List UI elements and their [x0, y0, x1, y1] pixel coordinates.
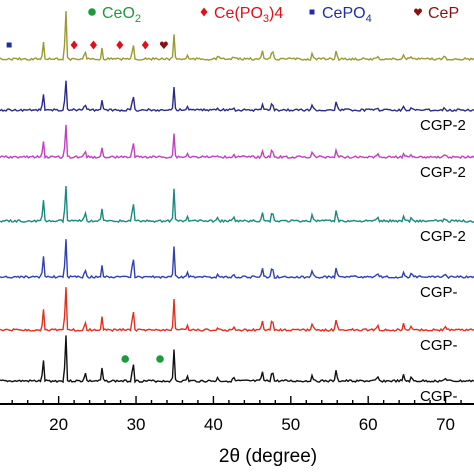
- series-line-3: [0, 185, 474, 224]
- series-label-bg-1: [418, 114, 474, 134]
- series-line-1: [0, 80, 474, 113]
- peak-marker-square-1: [6, 42, 12, 48]
- series-line-4: [0, 239, 474, 280]
- legend-marker-diamond: [200, 7, 208, 17]
- peak-marker-circle-7: [121, 355, 129, 363]
- peak-marker-diamond-4: [116, 40, 124, 50]
- series-label-bg-4: [418, 281, 474, 301]
- series-label-6: CGP-: [420, 388, 458, 405]
- legend-label-2: CePO4: [322, 5, 372, 25]
- label-layer: CGP-2 CGP-2 CGP-2 CGP- CGP- CGP-: [418, 114, 474, 405]
- series-line-0: [0, 11, 474, 62]
- series-label-1: CGP-2: [420, 117, 466, 134]
- peak-marker-diamond-2: [70, 40, 78, 50]
- x-tick-label: 40: [204, 415, 223, 434]
- series-line-2: [0, 124, 474, 160]
- annotation-layer: [6, 40, 168, 363]
- series-layer: [0, 11, 474, 384]
- x-tick-label: 60: [359, 415, 378, 434]
- series-line-6: [0, 335, 474, 384]
- legend-label-1: Ce(PO3)4: [214, 5, 283, 25]
- series-line-5: [0, 287, 474, 333]
- x-axis-label: 2θ (degree): [219, 446, 317, 467]
- legend-layer: CeO2 Ce(PO3)4 CePO4 CeP: [88, 5, 459, 25]
- series-label-bg-6: [418, 385, 474, 405]
- legend-marker-heart: [414, 8, 422, 16]
- legend-label-3: CeP: [428, 5, 459, 22]
- peak-marker-diamond-3: [89, 40, 97, 50]
- peak-marker-diamond-5: [141, 40, 149, 50]
- x-tick-label: 70: [436, 415, 455, 434]
- peak-marker-circle-8: [156, 355, 164, 363]
- legend-marker-square: [309, 9, 315, 15]
- series-label-5: CGP-: [420, 337, 458, 354]
- series-label-4: CGP-: [420, 284, 458, 301]
- peak-marker-heart-6: [159, 41, 168, 49]
- legend-marker-circle: [88, 8, 96, 16]
- tick-layer: 20 30 40 50 60 70: [11, 396, 462, 434]
- series-label-bg-5: [418, 334, 474, 354]
- series-label-3: CGP-2: [420, 228, 466, 245]
- x-tick-label: 20: [49, 415, 68, 434]
- series-label-bg-2: [418, 161, 474, 181]
- legend-label-0: CeO2: [102, 5, 141, 25]
- x-tick-label: 50: [281, 415, 300, 434]
- x-tick-label: 30: [127, 415, 146, 434]
- series-label-bg-3: [418, 225, 474, 245]
- series-label-2: CGP-2: [420, 164, 466, 181]
